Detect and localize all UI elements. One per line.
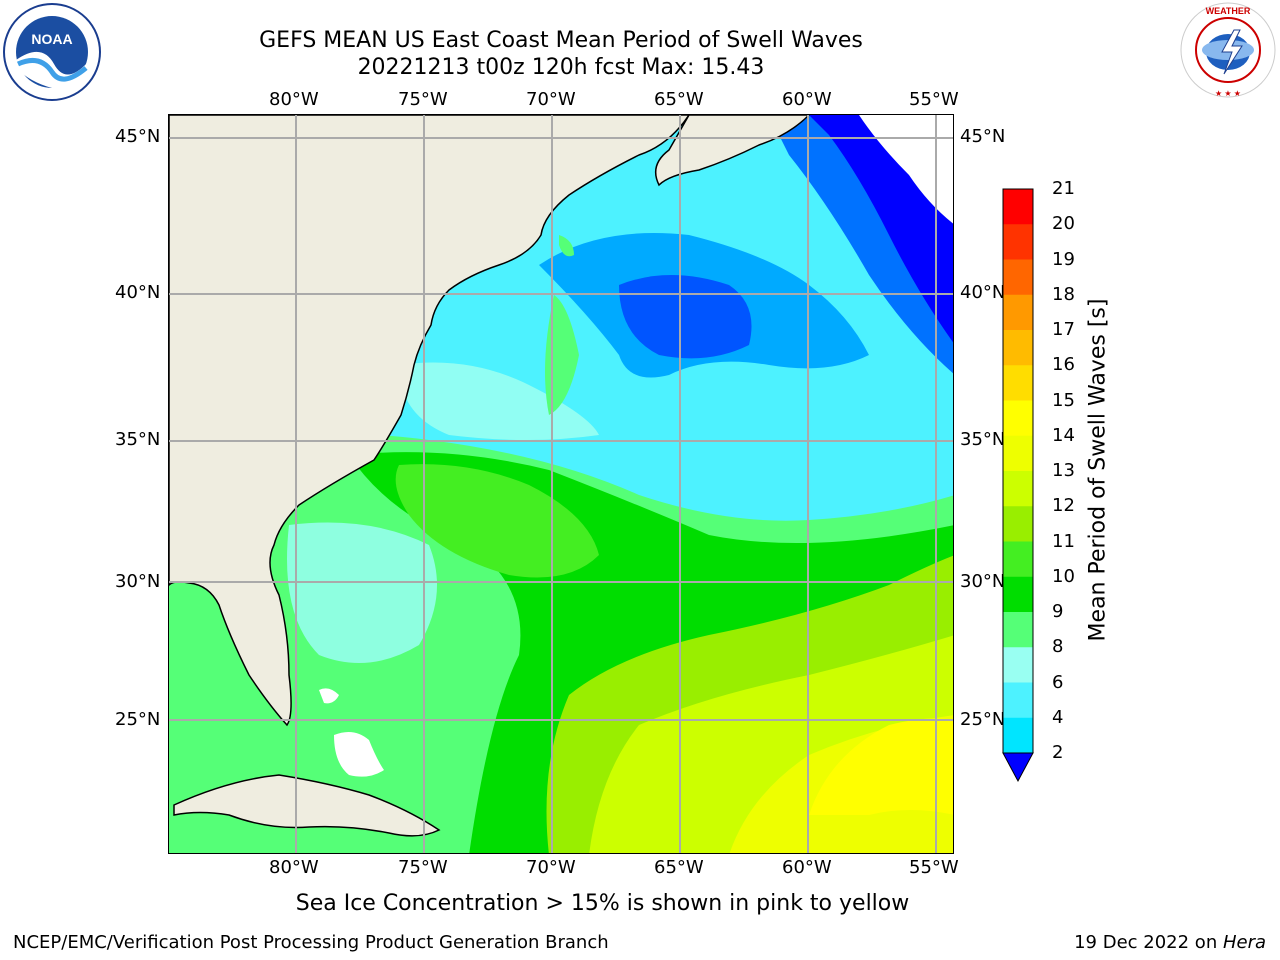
colorbar-tick-11: 11 <box>1052 530 1075 552</box>
colorbar-tick-16: 16 <box>1052 354 1075 376</box>
lat-tick-right-25n: 25°N <box>960 709 1006 730</box>
colorbar-bin-15-16 <box>1003 365 1033 401</box>
colorbar-border <box>1002 188 1034 754</box>
lat-tick-left-45n: 45°N <box>115 126 161 147</box>
colorbar-under-triangle <box>1002 752 1034 783</box>
lat-tick-left-30n: 30°N <box>115 571 161 592</box>
colorbar-bin-9-10 <box>1003 576 1033 613</box>
lon-tick-bottom-55w: 55°W <box>909 857 959 878</box>
colorbar-tick-14: 14 <box>1052 424 1075 446</box>
colorbar-title: Mean Period of Swell Waves [s] <box>1085 298 1111 642</box>
contour-15s-max <box>809 718 953 815</box>
colorbar-tick-20: 20 <box>1052 213 1075 235</box>
lat-tick-right-35n: 35°N <box>960 429 1006 450</box>
colorbar-bin-8-9 <box>1003 612 1033 648</box>
colorbar-bin-13-14 <box>1003 435 1033 472</box>
colorbar-bin-10-11 <box>1003 541 1033 578</box>
colorbar-tick-6: 6 <box>1052 671 1064 693</box>
colorbar-tick-18: 18 <box>1052 283 1075 305</box>
land-cuba <box>173 774 441 837</box>
colorbar-tick-21: 21 <box>1052 178 1075 199</box>
lon-tick-top-75w: 75°W <box>398 89 448 110</box>
colorbar-tick-8: 8 <box>1052 636 1064 658</box>
colorbar-swatches <box>1002 188 1034 783</box>
colorbar-bin-4-6 <box>1003 682 1033 719</box>
lon-tick-bottom-65w: 65°W <box>654 857 704 878</box>
svg-text:WEATHER: WEATHER <box>1206 6 1251 16</box>
lon-tick-top-65w: 65°W <box>654 89 704 110</box>
colorbar-tick-2: 2 <box>1052 742 1064 763</box>
colorbar-bin-11-12 <box>1003 506 1033 542</box>
colorbar-bin-19-20 <box>1003 224 1033 260</box>
lat-tick-left-40n: 40°N <box>115 282 161 303</box>
chart-subtitle: 20221213 t00z 120h fcst Max: 15.43 <box>357 55 765 80</box>
lon-tick-top-55w: 55°W <box>909 89 959 110</box>
lon-tick-top-60w: 60°W <box>782 89 832 110</box>
lon-tick-top-70w: 70°W <box>526 89 576 110</box>
missing-data-region <box>859 115 953 224</box>
lon-tick-bottom-60w: 60°W <box>782 857 832 878</box>
colorbar-tick-9: 9 <box>1052 601 1064 622</box>
colorbar-tick-17: 17 <box>1052 319 1075 340</box>
footer-credit: NCEP/EMC/Verification Post Processing Pr… <box>13 932 609 953</box>
svg-text:★ ★ ★: ★ ★ ★ <box>1215 89 1241 98</box>
land-maritimes <box>654 115 811 187</box>
sea-ice-note: Sea Ice Concentration > 15% is shown in … <box>295 891 910 916</box>
chart-title: GEFS MEAN US East Coast Mean Period of S… <box>259 28 863 53</box>
colorbar-bin-18-19 <box>1003 259 1033 296</box>
gulf-stream-streak <box>545 295 579 415</box>
nws-logo: WEATHER ★ ★ ★ <box>1178 0 1278 100</box>
colorbar-bin-14-15 <box>1003 400 1033 437</box>
colorbar-bin-16-17 <box>1003 330 1033 366</box>
bahamas-bank <box>334 731 384 777</box>
gulf-stream-eddy <box>559 235 574 257</box>
colorbar-tick-19: 19 <box>1052 248 1075 270</box>
lat-tick-right-40n: 40°N <box>960 282 1006 303</box>
contour-2-4s-center <box>619 275 752 359</box>
colorbar-tick-13: 13 <box>1052 460 1075 481</box>
contour-8-9s <box>287 522 437 663</box>
colorbar <box>1002 188 1034 783</box>
footer-date: 19 Dec 2022 on Hera <box>1074 932 1266 953</box>
land-us-east-coast <box>169 115 690 727</box>
swell-period-map[interactable] <box>168 114 954 854</box>
lat-tick-right-45n: 45°N <box>960 126 1006 147</box>
colorbar-tick-12: 12 <box>1052 495 1075 517</box>
svg-text:NOAA: NOAA <box>31 31 72 47</box>
lat-tick-left-25n: 25°N <box>115 709 161 730</box>
colorbar-bin-20-21 <box>1003 189 1033 225</box>
lat-tick-right-30n: 30°N <box>960 571 1006 592</box>
colorbar-tick-10: 10 <box>1052 565 1075 587</box>
bahamas-island <box>319 688 339 704</box>
colorbar-tick-4: 4 <box>1052 706 1064 728</box>
colorbar-bin-6-8 <box>1003 647 1033 683</box>
lon-tick-bottom-80w: 80°W <box>269 857 319 878</box>
lon-tick-top-80w: 80°W <box>269 89 319 110</box>
lat-tick-left-35n: 35°N <box>115 429 161 450</box>
contour-8-9s-north <box>399 362 599 440</box>
colorbar-bin-12-13 <box>1003 471 1033 507</box>
colorbar-tick-15: 15 <box>1052 389 1075 411</box>
noaa-logo: NOAA <box>2 2 102 102</box>
colorbar-bin-2-4 <box>1003 717 1033 754</box>
colorbar-bin-17-18 <box>1003 294 1033 331</box>
graticule <box>169 115 953 853</box>
lon-tick-bottom-70w: 70°W <box>526 857 576 878</box>
lon-tick-bottom-75w: 75°W <box>398 857 448 878</box>
contour-11-12s-north <box>395 464 599 578</box>
